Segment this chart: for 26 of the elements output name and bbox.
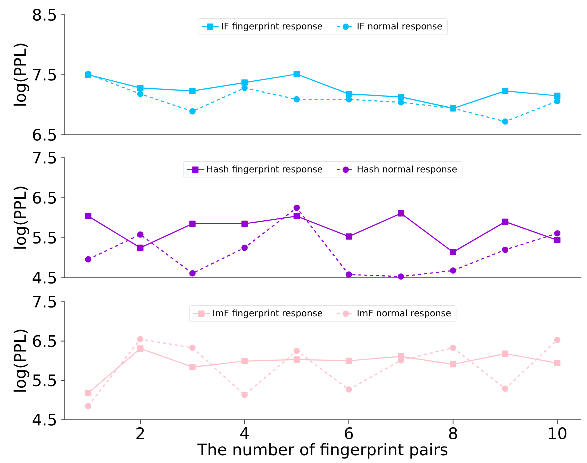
y-tick-label: 5.5: [33, 232, 56, 244]
y-tick-label: 6.5: [33, 192, 56, 204]
x-tick-label: 6: [345, 428, 354, 440]
x-tick-label: 8: [449, 428, 458, 440]
legend-label: Hash fingerprint response: [208, 166, 322, 174]
legend-label: IF fingerprint response: [222, 22, 322, 32]
x-tick-label: 2: [136, 428, 144, 440]
y-axis-title: log(PPL): [14, 186, 30, 249]
x-tick-label: 10: [549, 428, 567, 440]
y-axis-title: log(PPL): [14, 330, 30, 392]
y-tick-label: 7.5: [33, 296, 56, 308]
x-tick-label: 4: [240, 428, 250, 440]
legend-label: ImF fingerprint response: [214, 310, 322, 318]
y-tick-label: 6.5: [33, 335, 56, 348]
x-axis-title: The number of fingerprint pairs: [198, 443, 448, 459]
legend-label: Hash normal response: [358, 166, 458, 174]
legend-label: IF normal response: [358, 22, 442, 32]
y-tick-label: 7.5: [33, 152, 56, 164]
y-tick-label: 6.5: [33, 128, 56, 142]
legend-label: ImF normal response: [358, 310, 451, 318]
y-tick-label: 5.5: [33, 374, 56, 387]
y-tick-label: 4.5: [32, 272, 56, 284]
y-tick-label: 8.5: [33, 8, 56, 22]
y-tick-label: 4.5: [32, 414, 56, 426]
y-axis-title: log(PPL): [14, 44, 30, 106]
y-tick-label: 7.5: [33, 69, 56, 81]
